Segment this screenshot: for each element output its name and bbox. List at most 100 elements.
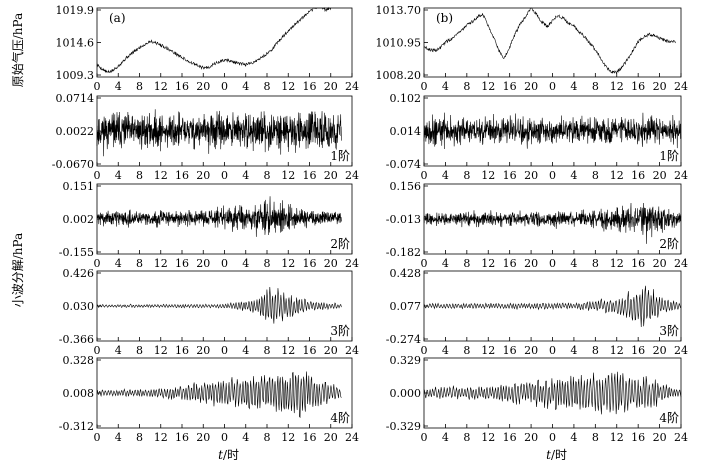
x-tick-label: 8 <box>136 80 143 93</box>
y-tick-label: -0.182 <box>386 246 421 259</box>
wavelet-signal-line <box>96 286 342 324</box>
x-tick-label: 4 <box>115 344 122 357</box>
x-tick-label: 20 <box>524 344 538 357</box>
x-tick-label: 12 <box>154 431 168 444</box>
y-tick-label: -0.074 <box>386 158 421 171</box>
panel-label: (b) <box>436 11 453 25</box>
x-axis-title-left: t /时 <box>218 448 239 462</box>
x-tick-label: 20 <box>324 431 338 444</box>
svg-text:t: t <box>546 448 551 462</box>
x-tick-label: 12 <box>610 344 624 357</box>
y-tick-label: -0.329 <box>386 420 421 433</box>
y-tick-label: 0.328 <box>63 354 95 367</box>
x-tick-label: 20 <box>324 344 338 357</box>
x-tick-label: 24 <box>345 80 359 93</box>
x-tick-label: 20 <box>524 257 538 270</box>
x-tick-label: 0 <box>94 257 101 270</box>
y-tick-label: 1008.20 <box>376 69 422 82</box>
y-tick-label: 0.030 <box>63 300 95 313</box>
x-tick-label: 16 <box>631 169 645 182</box>
y-tick-label: -0.274 <box>386 333 421 346</box>
x-tick-label: 0 <box>549 431 556 444</box>
x-tick-label: 8 <box>463 431 470 444</box>
order-label: 4阶 <box>330 411 350 425</box>
x-tick-label: 12 <box>481 257 495 270</box>
x-tick-label: 4 <box>570 344 577 357</box>
x-tick-label: 20 <box>653 344 667 357</box>
x-tick-label: 0 <box>94 344 101 357</box>
x-tick-label: 8 <box>136 431 143 444</box>
x-tick-label: 0 <box>549 169 556 182</box>
x-tick-label: 16 <box>175 344 189 357</box>
x-tick-label: 12 <box>481 431 495 444</box>
x-tick-label: 8 <box>592 431 599 444</box>
x-tick-label: 16 <box>175 431 189 444</box>
x-tick-label: 12 <box>154 257 168 270</box>
x-tick-label: 16 <box>175 257 189 270</box>
x-tick-label: 12 <box>481 80 495 93</box>
x-tick-label: 4 <box>570 257 577 270</box>
y-tick-label: -0.155 <box>59 246 94 259</box>
x-tick-label: 16 <box>503 431 517 444</box>
svg-text:/时: /时 <box>223 448 239 462</box>
y-tick-label: 0.151 <box>63 180 95 193</box>
x-tick-label: 8 <box>264 169 271 182</box>
order-label: 4阶 <box>659 411 679 425</box>
y-tick-label: -0.366 <box>59 333 94 346</box>
y-tick-label: 0.102 <box>390 92 422 105</box>
x-tick-label: 24 <box>674 80 688 93</box>
x-tick-label: 4 <box>115 257 122 270</box>
x-tick-label: 8 <box>463 169 470 182</box>
order-label: 2阶 <box>330 237 350 251</box>
x-tick-label: 20 <box>196 431 210 444</box>
x-tick-label: 12 <box>610 169 624 182</box>
svg-text:/时: /时 <box>551 448 567 462</box>
x-tick-label: 20 <box>653 431 667 444</box>
y-tick-label: 0.329 <box>390 354 422 367</box>
x-tick-label: 0 <box>221 169 228 182</box>
y-tick-label: 1014.6 <box>56 37 95 50</box>
x-tick-label: 20 <box>196 344 210 357</box>
x-tick-label: 4 <box>570 431 577 444</box>
x-tick-label: 4 <box>242 257 249 270</box>
x-tick-label: 8 <box>136 257 143 270</box>
y-axis-title-raw: 原始气压/hPa <box>10 13 25 87</box>
panel-label: (a) <box>109 11 126 25</box>
y-tick-label: 0.0714 <box>56 92 95 105</box>
x-tick-label: 8 <box>264 257 271 270</box>
y-tick-label: 1013.70 <box>376 4 422 17</box>
x-tick-label: 16 <box>631 344 645 357</box>
x-tick-label: 16 <box>303 431 317 444</box>
x-tick-label: 16 <box>175 169 189 182</box>
order-label: 1阶 <box>330 149 350 163</box>
order-label: 1阶 <box>659 149 679 163</box>
x-tick-label: 0 <box>94 80 101 93</box>
order-label: 3阶 <box>330 324 350 338</box>
x-tick-label: 12 <box>154 80 168 93</box>
x-tick-label: 0 <box>221 257 228 270</box>
x-tick-label: 20 <box>653 169 667 182</box>
x-tick-label: 24 <box>674 169 688 182</box>
x-tick-label: 4 <box>115 80 122 93</box>
x-tick-label: 0 <box>221 80 228 93</box>
x-tick-label: 16 <box>175 80 189 93</box>
x-tick-label: 20 <box>196 169 210 182</box>
panel-frame <box>423 7 682 78</box>
y-tick-label: -0.013 <box>386 213 421 226</box>
x-tick-label: 12 <box>281 431 295 444</box>
x-tick-label: 4 <box>442 344 449 357</box>
wavelet-signal-line <box>96 371 342 419</box>
x-tick-label: 8 <box>463 344 470 357</box>
x-tick-label: 8 <box>264 344 271 357</box>
x-tick-label: 12 <box>610 257 624 270</box>
y-axis-title-wavelet: 小波分解/hPa <box>11 233 25 307</box>
x-tick-label: 20 <box>524 169 538 182</box>
x-tick-label: 4 <box>242 431 249 444</box>
x-tick-label: 0 <box>549 257 556 270</box>
